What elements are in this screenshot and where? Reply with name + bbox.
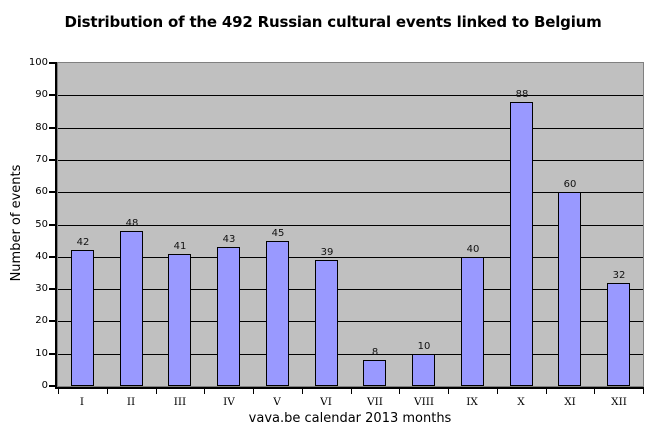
gridline-40 (58, 257, 643, 258)
y-tick-20 (49, 320, 55, 322)
x-tick-label-VI: VI (320, 396, 332, 408)
bar-X (510, 102, 533, 386)
bar-value-label-III: 41 (173, 241, 187, 252)
y-tick-60 (49, 191, 55, 193)
gridline-80 (58, 128, 643, 129)
y-tick-label-40: 40 (35, 251, 48, 262)
gridline-50 (58, 225, 643, 226)
bar-III (168, 254, 191, 386)
x-tick-label-XII: XII (611, 396, 627, 408)
bar-value-label-I: 42 (76, 237, 90, 248)
y-tick-label-60: 60 (35, 186, 48, 197)
bar-value-label-XI: 60 (563, 179, 577, 190)
bar-XI (558, 192, 581, 386)
y-tick-100 (49, 62, 55, 64)
y-tick-90 (49, 94, 55, 96)
x-tick-label-III: III (173, 396, 187, 408)
gridline-90 (58, 95, 643, 96)
y-tick-label-70: 70 (35, 154, 48, 165)
y-tick-30 (49, 288, 55, 290)
y-tick-label-20: 20 (35, 315, 48, 326)
y-tick-label-90: 90 (35, 89, 48, 100)
gridline-20 (58, 321, 643, 322)
bar-XII (607, 283, 630, 386)
x-tick-2 (156, 389, 157, 394)
x-tick-1 (107, 389, 108, 394)
x-axis-line (55, 387, 644, 389)
x-axis-title: vava.be calendar 2013 months (248, 411, 452, 426)
y-tick-label-10: 10 (35, 348, 48, 359)
x-tick-4 (253, 389, 254, 394)
x-tick-label-VII: VII (367, 396, 383, 408)
y-tick-label-100: 100 (28, 57, 48, 68)
y-tick-label-30: 30 (35, 283, 48, 294)
x-tick-12 (643, 389, 644, 394)
y-axis-line (55, 62, 57, 389)
bar-value-label-X: 88 (515, 89, 529, 100)
x-tick-5 (302, 389, 303, 394)
y-tick-70 (49, 159, 55, 161)
x-tick-8 (448, 389, 449, 394)
bar-value-label-V: 45 (271, 228, 285, 239)
bar-value-label-II: 48 (125, 218, 139, 229)
x-tick-11 (594, 389, 595, 394)
y-tick-40 (49, 256, 55, 258)
y-tick-label-0: 0 (41, 380, 48, 391)
y-tick-0 (49, 385, 55, 387)
bar-V (266, 241, 289, 386)
x-tick-label-V: V (273, 396, 281, 408)
bar-VII (363, 360, 386, 386)
plot-area: 42 48 41 43 45 39 8 10 40 88 60 32 (57, 62, 644, 387)
x-tick-0 (58, 389, 59, 394)
bar-value-label-VI: 39 (320, 247, 334, 258)
x-tick-9 (497, 389, 498, 394)
gridline-10 (58, 354, 643, 355)
y-tick-80 (49, 127, 55, 129)
gridline-60 (58, 192, 643, 193)
bar-VIII (412, 354, 435, 386)
y-tick-10 (49, 353, 55, 355)
x-tick-label-X: X (517, 396, 525, 408)
bar-IX (461, 257, 484, 386)
x-tick-label-I: I (79, 396, 85, 408)
bar-IV (217, 247, 240, 386)
y-tick-label-50: 50 (35, 219, 48, 230)
x-tick-7 (399, 389, 400, 394)
y-tick-label-80: 80 (35, 122, 48, 133)
bar-value-label-IV: 43 (222, 234, 236, 245)
gridline-70 (58, 160, 643, 161)
x-tick-3 (204, 389, 205, 394)
x-tick-label-XI: XI (564, 396, 576, 408)
bar-value-label-XII: 32 (612, 270, 626, 281)
bar-VI (315, 260, 338, 386)
x-tick-6 (351, 389, 352, 394)
x-tick-label-VIII: VIII (413, 396, 435, 408)
y-tick-50 (49, 224, 55, 226)
bar-value-label-IX: 40 (466, 244, 480, 255)
bar-II (120, 231, 143, 386)
gridline-30 (58, 289, 643, 290)
bar-value-label-VII: 8 (371, 347, 379, 358)
x-tick-10 (546, 389, 547, 394)
bar-value-label-VIII: 10 (417, 341, 431, 352)
x-tick-label-IV: IV (223, 396, 235, 408)
chart-title: Distribution of the 492 Russian cultural… (64, 13, 602, 31)
bar-I (71, 250, 94, 386)
x-tick-label-IX: IX (466, 396, 478, 408)
x-tick-label-II: II (126, 396, 136, 408)
